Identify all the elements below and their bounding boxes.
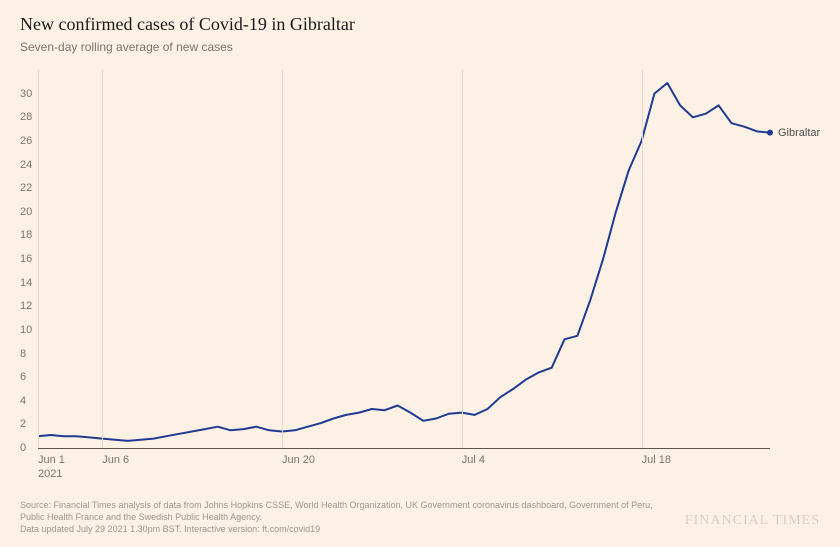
x-tick: Jun 20	[282, 454, 315, 468]
x-tick: Jul 4	[462, 454, 485, 468]
source-footer: Source: Financial Times analysis of data…	[20, 499, 660, 535]
series-label: Gibraltar	[778, 127, 820, 139]
x-tick: Jun 1 2021	[38, 454, 65, 482]
x-tick: Jul 18	[642, 454, 671, 468]
x-gridline	[38, 70, 39, 448]
y-tick: 18	[20, 229, 32, 241]
series-line	[38, 83, 770, 441]
y-tick: 30	[20, 88, 32, 100]
x-gridline	[282, 70, 283, 448]
x-gridline	[102, 70, 103, 448]
y-tick: 20	[20, 206, 32, 218]
y-tick: 12	[20, 300, 32, 312]
x-axis-line	[38, 448, 770, 449]
chart-subtitle: Seven-day rolling average of new cases	[20, 40, 233, 54]
y-tick: 4	[20, 395, 26, 407]
y-tick: 10	[20, 324, 32, 336]
y-tick: 2	[20, 418, 26, 430]
series-end-marker	[767, 130, 773, 136]
footer-line2: Data updated July 29 2021 1.30pm BST. In…	[20, 523, 660, 535]
line-plot	[38, 70, 770, 448]
y-tick: 24	[20, 159, 32, 171]
y-tick: 6	[20, 371, 26, 383]
footer-line1: Source: Financial Times analysis of data…	[20, 499, 660, 523]
y-tick: 14	[20, 277, 32, 289]
y-tick: 0	[20, 442, 26, 454]
y-tick: 16	[20, 253, 32, 265]
chart-area: Gibraltar 024681012141618202224262830Jun…	[20, 70, 780, 470]
x-gridline	[462, 70, 463, 448]
y-tick: 8	[20, 348, 26, 360]
x-gridline	[642, 70, 643, 448]
brand-logo: FINANCIAL TIMES	[685, 513, 820, 529]
y-tick: 22	[20, 182, 32, 194]
chart-title: New confirmed cases of Covid-19 in Gibra…	[20, 14, 355, 35]
y-tick: 28	[20, 111, 32, 123]
x-tick: Jun 6	[102, 454, 129, 468]
y-tick: 26	[20, 135, 32, 147]
